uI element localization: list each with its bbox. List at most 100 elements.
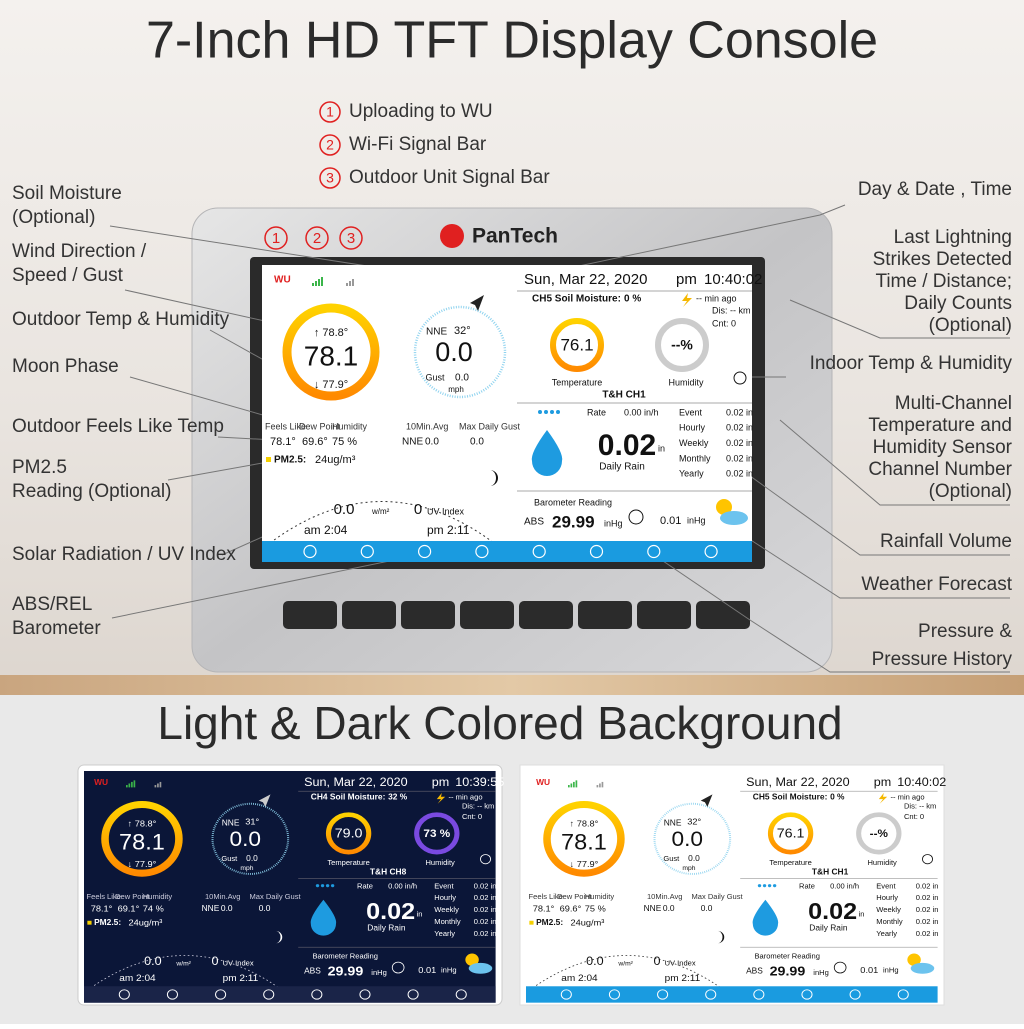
stat-value: 69.6°	[302, 436, 328, 448]
stat-label: Feels Like	[529, 892, 563, 901]
stat-label: Dew Point	[557, 892, 591, 901]
stat-label: Max Daily Gust	[459, 421, 521, 431]
lightning-icon	[878, 792, 888, 804]
menu-icon	[560, 989, 572, 1000]
stat-label: 10Min.Avg	[205, 892, 241, 901]
forecast-cloud	[910, 962, 935, 974]
rain-period-label: Event	[876, 882, 895, 891]
left-callout: Soil Moisture	[12, 183, 122, 204]
max-gust: 0.0	[701, 904, 713, 913]
moon	[717, 930, 725, 944]
wifi-bar	[318, 279, 320, 286]
channel: T&H CH1	[602, 390, 646, 401]
indoor-humidity: --%	[671, 337, 693, 353]
rain-period-label: Yearly	[679, 469, 704, 479]
sunrise: am 2:04	[304, 523, 348, 537]
rain-period-label: Monthly	[434, 917, 461, 926]
table-edge	[0, 675, 1024, 695]
rain: 0.02	[808, 899, 857, 925]
signal-bar	[346, 283, 348, 286]
menu-icon	[407, 989, 419, 1000]
signal-bar	[352, 279, 354, 286]
gust: 0.0	[455, 373, 469, 384]
uv: 0	[414, 501, 422, 518]
wifi-bar	[570, 783, 573, 788]
gust-label: Gust	[425, 372, 445, 382]
pm-label: PM2.5:	[274, 455, 306, 466]
callout-line	[699, 439, 1010, 556]
change-unit: inHg	[687, 515, 706, 525]
stat-label: Max Daily Gust	[249, 892, 300, 901]
indoor-temp: 79.0	[335, 826, 363, 840]
pressure: 29.99	[770, 964, 806, 978]
max-gust: 0.0	[259, 904, 271, 913]
rain-period-value: 0.02 in	[916, 893, 939, 902]
forecast-cloud	[468, 962, 493, 974]
right-callout: Strikes Detected	[873, 249, 1012, 270]
menu-icon	[647, 544, 661, 559]
subtitle: Light & Dark Colored Background	[157, 697, 842, 749]
forecast-sun	[907, 953, 921, 966]
sunset: pm 2:11	[665, 973, 701, 984]
screen-background	[526, 771, 938, 1003]
rain-period-value: 0.02 in	[726, 453, 753, 463]
lightning: -- min ago	[449, 793, 483, 802]
right-callout: Last Lightning	[894, 227, 1012, 248]
rain-period-label: Yearly	[434, 929, 455, 938]
menu-icon	[263, 989, 275, 1000]
stat-label: Humidity	[332, 421, 368, 431]
menu-icon	[166, 989, 178, 1000]
console-badge	[264, 226, 288, 250]
rain-drop	[752, 899, 779, 936]
ampm: pm	[676, 271, 697, 288]
indoor-humidity-ring	[414, 812, 460, 855]
stat-label: 10Min.Avg	[406, 421, 448, 431]
wu-icon: WU	[94, 778, 108, 787]
sunrise: am 2:04	[561, 973, 598, 984]
menu-icon	[475, 544, 489, 559]
indoor-humidity-ring	[856, 812, 902, 855]
brand: PanTech	[472, 225, 558, 248]
time: 10:40:02	[897, 775, 946, 788]
outdoor-high: ↑ 78.8°	[570, 819, 599, 829]
pressure-change: 0.01	[418, 965, 436, 975]
menu-icon	[753, 989, 765, 1000]
solar: 0.0	[334, 501, 355, 518]
stat-label: Feels Like	[87, 892, 121, 901]
rain-unit: in	[859, 910, 865, 919]
pm-label: PM2.5:	[536, 918, 563, 927]
max-gust: 0.0	[470, 437, 484, 448]
left-callout: Barometer	[12, 618, 101, 639]
signal-bar	[159, 781, 162, 788]
gust-label: Gust	[221, 854, 237, 863]
menu-icon	[359, 989, 371, 1000]
soil-label: CH5 Soil Moisture:	[532, 294, 621, 305]
rain-period-label: Monthly	[679, 453, 711, 463]
left-callout: PM2.5	[12, 457, 67, 478]
solar: 0.0	[144, 955, 162, 968]
rain-period-value: 0.02 in	[726, 407, 753, 417]
menu-icon	[215, 989, 227, 1000]
moon	[490, 470, 498, 486]
pressure-change: 0.01	[860, 965, 878, 975]
outdoor-low: ↓ 77.9°	[314, 379, 348, 391]
barometer-label: Barometer Reading	[754, 952, 819, 961]
console-badge-number: 3	[347, 230, 355, 247]
uv: 0	[212, 955, 219, 968]
rain-period-label: Hourly	[876, 893, 898, 902]
channel-icon	[733, 371, 747, 385]
humidity-label: Humidity	[668, 377, 704, 387]
soil-label: CH4 Soil Moisture:	[311, 793, 386, 802]
count: Cnt: 0	[904, 812, 924, 821]
console-button	[519, 601, 573, 629]
rain-period-label: Monthly	[876, 917, 903, 926]
wind-degree: 31°	[245, 817, 259, 827]
sunrise: am 2:04	[119, 973, 156, 984]
bottom-bar	[84, 986, 496, 1003]
callout-line	[559, 204, 846, 271]
rain-cloud-dot	[772, 884, 777, 888]
solar: 0.0	[586, 955, 604, 968]
date: Sun, Mar 22, 2020	[746, 775, 850, 788]
wifi-bar	[128, 783, 131, 788]
